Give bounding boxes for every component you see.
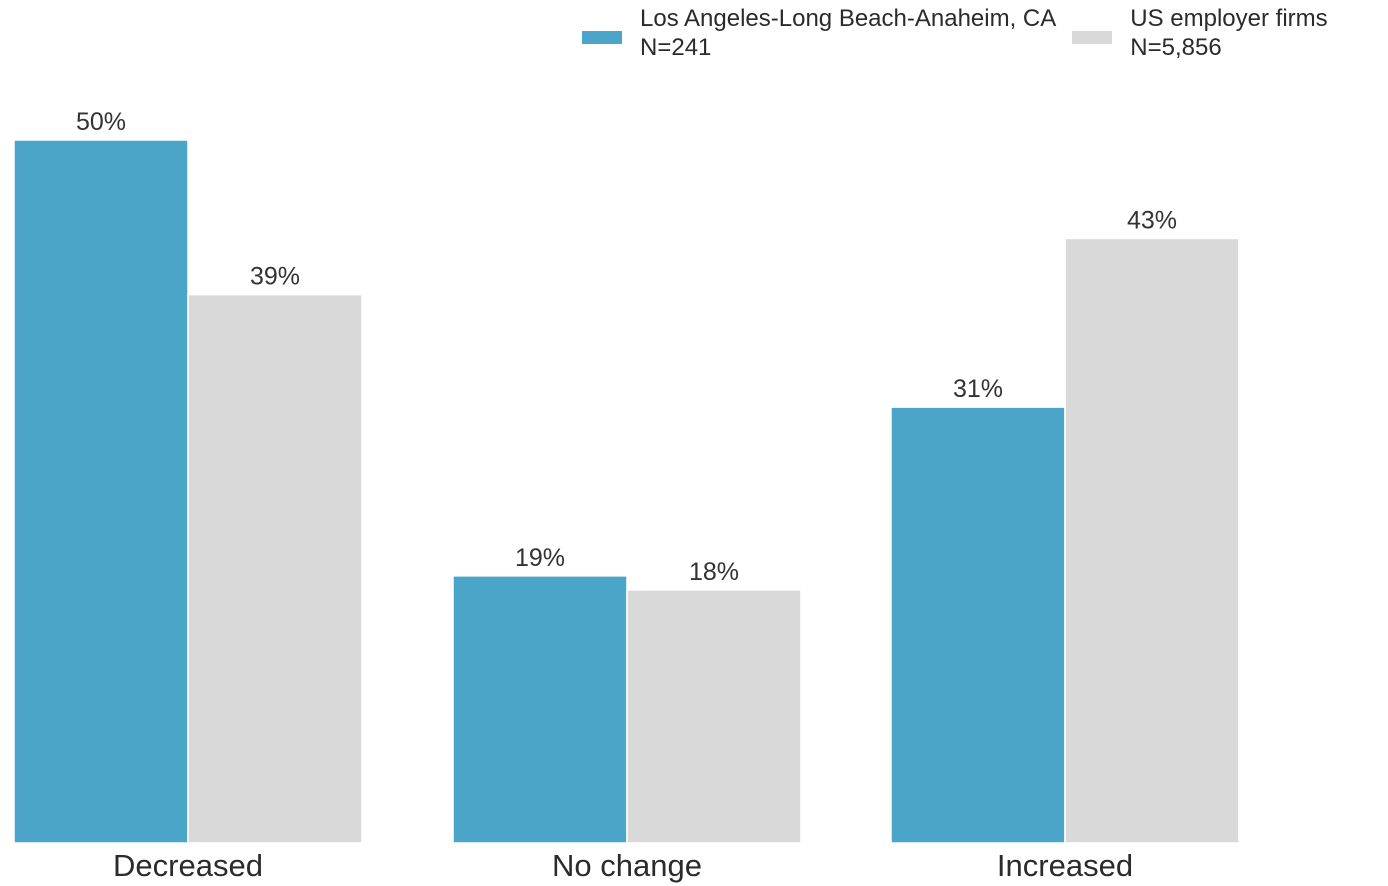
bar-value-label-increased-series-2: 43% [1127, 206, 1177, 234]
bar-value-label-increased-series-1: 31% [953, 375, 1003, 403]
bar-decreased-series-1 [13, 139, 189, 844]
bar-no-change-series-2 [626, 589, 802, 844]
legend-n-us-employer-firms: N=5,856 [1130, 34, 1222, 61]
legend: Los Angeles-Long Beach-Anaheim, CA N=241… [582, 4, 1328, 62]
bar-group-decreased: 50% 39% [13, 108, 363, 844]
legend-text-us-employer-firms: US employer firms N=5,856 [1130, 4, 1327, 62]
category-label-no-change: No change [552, 848, 702, 883]
category-label-decreased: Decreased [113, 848, 263, 883]
bar-group-increased: 31% 43% [890, 206, 1240, 844]
legend-item-los-angeles: Los Angeles-Long Beach-Anaheim, CA N=241 [582, 4, 1056, 62]
legend-label-us-employer-firms: US employer firms [1130, 5, 1328, 32]
bar-value-label-decreased-series-1: 50% [76, 108, 126, 136]
legend-label-los-angeles: Los Angeles-Long Beach-Anaheim, CA [640, 5, 1057, 32]
category-label-increased: Increased [997, 848, 1133, 883]
legend-swatch-los-angeles [582, 31, 622, 44]
legend-swatch-us-employer-firms [1072, 31, 1113, 44]
bar-value-label-no-change-series-1: 19% [515, 544, 565, 572]
bar-group-no-change: 19% 18% [452, 544, 802, 844]
legend-item-us-employer-firms: US employer firms N=5,856 [1072, 4, 1328, 62]
bar-increased-series-2 [1064, 237, 1240, 844]
bar-value-label-no-change-series-2: 18% [689, 558, 739, 586]
bar-no-change-series-1 [452, 575, 628, 844]
legend-text-los-angeles: Los Angeles-Long Beach-Anaheim, CA N=241 [640, 4, 1056, 62]
bar-increased-series-1 [890, 406, 1066, 844]
bar-decreased-series-2 [187, 293, 363, 844]
legend-n-los-angeles: N=241 [640, 34, 712, 61]
bar-value-label-decreased-series-2: 39% [250, 263, 300, 291]
